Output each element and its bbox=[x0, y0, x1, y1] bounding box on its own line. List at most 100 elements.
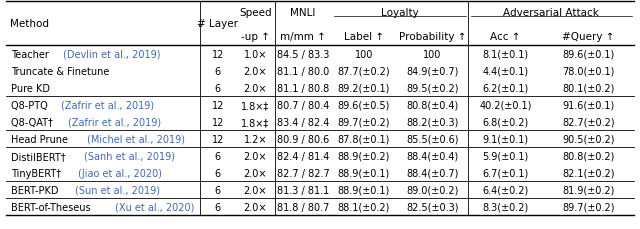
Text: 88.9(±0.1): 88.9(±0.1) bbox=[338, 168, 390, 178]
Text: 83.4 / 82.4: 83.4 / 82.4 bbox=[277, 117, 329, 127]
Text: 8.3(±0.2): 8.3(±0.2) bbox=[483, 202, 529, 212]
Text: 2.0×: 2.0× bbox=[244, 202, 267, 212]
Text: 81.1 / 80.0: 81.1 / 80.0 bbox=[277, 66, 329, 76]
Text: 2.0×: 2.0× bbox=[244, 83, 267, 93]
Text: 82.4 / 81.4: 82.4 / 81.4 bbox=[277, 151, 329, 161]
Text: TinyBERT†: TinyBERT† bbox=[11, 168, 64, 178]
Text: 91.6(±0.1): 91.6(±0.1) bbox=[563, 100, 614, 110]
Text: 6.8(±0.2): 6.8(±0.2) bbox=[483, 117, 529, 127]
Text: 1.8×‡: 1.8×‡ bbox=[241, 117, 269, 127]
Text: 12: 12 bbox=[212, 134, 224, 144]
Text: Label ↑: Label ↑ bbox=[344, 31, 384, 41]
Text: 84.5 / 83.3: 84.5 / 83.3 bbox=[277, 49, 329, 60]
Text: (Jiao et al., 2020): (Jiao et al., 2020) bbox=[78, 168, 162, 178]
Text: Adversarial Attack: Adversarial Attack bbox=[503, 8, 599, 18]
Text: 88.2(±0.3): 88.2(±0.3) bbox=[406, 117, 458, 127]
Text: (Xu et al., 2020): (Xu et al., 2020) bbox=[115, 202, 195, 212]
Text: (Zafrir et al., 2019): (Zafrir et al., 2019) bbox=[61, 100, 154, 110]
Text: 89.7(±0.2): 89.7(±0.2) bbox=[562, 202, 614, 212]
Text: 89.5(±0.2): 89.5(±0.2) bbox=[406, 83, 458, 93]
Text: 2.0×: 2.0× bbox=[244, 66, 267, 76]
Text: 4.4(±0.1): 4.4(±0.1) bbox=[483, 66, 529, 76]
Text: 1.2×: 1.2× bbox=[244, 134, 267, 144]
Text: 12: 12 bbox=[212, 100, 224, 110]
Text: 5.9(±0.1): 5.9(±0.1) bbox=[483, 151, 529, 161]
Text: Head Prune: Head Prune bbox=[11, 134, 71, 144]
Text: (Zafrir et al., 2019): (Zafrir et al., 2019) bbox=[68, 117, 161, 127]
Text: 80.7 / 80.4: 80.7 / 80.4 bbox=[277, 100, 329, 110]
Text: MNLI: MNLI bbox=[291, 8, 316, 18]
Text: #Query ↑: #Query ↑ bbox=[562, 31, 614, 41]
Text: 6.4(±0.2): 6.4(±0.2) bbox=[483, 185, 529, 195]
Text: 1.0×: 1.0× bbox=[244, 49, 267, 60]
Text: Speed: Speed bbox=[239, 8, 272, 18]
Text: 2.0×: 2.0× bbox=[244, 151, 267, 161]
Text: 88.4(±0.7): 88.4(±0.7) bbox=[406, 168, 458, 178]
Text: Q8-PTQ: Q8-PTQ bbox=[11, 100, 51, 110]
Text: 88.4(±0.4): 88.4(±0.4) bbox=[406, 151, 458, 161]
Text: (Michel et al., 2019): (Michel et al., 2019) bbox=[87, 134, 185, 144]
Text: 89.7(±0.2): 89.7(±0.2) bbox=[338, 117, 390, 127]
Text: 100: 100 bbox=[423, 49, 442, 60]
Text: 82.5(±0.3): 82.5(±0.3) bbox=[406, 202, 458, 212]
Text: 1.8×‡: 1.8×‡ bbox=[241, 100, 269, 110]
Text: 81.3 / 81.1: 81.3 / 81.1 bbox=[277, 185, 329, 195]
Text: 82.1(±0.2): 82.1(±0.2) bbox=[562, 168, 614, 178]
Text: Acc ↑: Acc ↑ bbox=[490, 31, 521, 41]
Text: BERT-of-Theseus: BERT-of-Theseus bbox=[11, 202, 93, 212]
Text: 89.2(±0.1): 89.2(±0.1) bbox=[338, 83, 390, 93]
Text: 8.1(±0.1): 8.1(±0.1) bbox=[483, 49, 529, 60]
Text: Pure KD: Pure KD bbox=[11, 83, 50, 93]
Text: Probability ↑: Probability ↑ bbox=[399, 31, 466, 41]
Text: Loyalty: Loyalty bbox=[381, 8, 419, 18]
Text: 82.7 / 82.7: 82.7 / 82.7 bbox=[276, 168, 330, 178]
Text: 12: 12 bbox=[212, 49, 224, 60]
Text: 80.8(±0.2): 80.8(±0.2) bbox=[563, 151, 614, 161]
Text: 82.7(±0.2): 82.7(±0.2) bbox=[562, 117, 615, 127]
Text: 6: 6 bbox=[214, 83, 221, 93]
Text: 87.8(±0.1): 87.8(±0.1) bbox=[338, 134, 390, 144]
Text: 100: 100 bbox=[355, 49, 373, 60]
Text: 88.9(±0.2): 88.9(±0.2) bbox=[338, 151, 390, 161]
Text: -up ↑: -up ↑ bbox=[241, 31, 270, 41]
Text: Teacher: Teacher bbox=[11, 49, 52, 60]
Text: 40.2(±0.1): 40.2(±0.1) bbox=[479, 100, 532, 110]
Text: (Sun et al., 2019): (Sun et al., 2019) bbox=[75, 185, 160, 195]
Text: 84.9(±0.7): 84.9(±0.7) bbox=[406, 66, 458, 76]
Text: 89.6(±0.5): 89.6(±0.5) bbox=[338, 100, 390, 110]
Text: 6: 6 bbox=[214, 185, 221, 195]
Text: 12: 12 bbox=[212, 117, 224, 127]
Text: 81.1 / 80.8: 81.1 / 80.8 bbox=[277, 83, 329, 93]
Text: 9.1(±0.1): 9.1(±0.1) bbox=[483, 134, 529, 144]
Text: 80.9 / 80.6: 80.9 / 80.6 bbox=[277, 134, 329, 144]
Text: 88.1(±0.2): 88.1(±0.2) bbox=[338, 202, 390, 212]
Text: Q8-QAT†: Q8-QAT† bbox=[11, 117, 56, 127]
Text: 89.0(±0.2): 89.0(±0.2) bbox=[406, 185, 458, 195]
Text: 6.2(±0.1): 6.2(±0.1) bbox=[483, 83, 529, 93]
Text: Truncate & Finetune: Truncate & Finetune bbox=[11, 66, 109, 76]
Text: 80.8(±0.4): 80.8(±0.4) bbox=[406, 100, 458, 110]
Text: 89.6(±0.1): 89.6(±0.1) bbox=[563, 49, 614, 60]
Text: 85.5(±0.6): 85.5(±0.6) bbox=[406, 134, 458, 144]
Text: 88.9(±0.1): 88.9(±0.1) bbox=[338, 185, 390, 195]
Text: 6: 6 bbox=[214, 168, 221, 178]
Text: (Sanh et al., 2019): (Sanh et al., 2019) bbox=[84, 151, 175, 161]
Text: 87.7(±0.2): 87.7(±0.2) bbox=[337, 66, 390, 76]
Text: 2.0×: 2.0× bbox=[244, 168, 267, 178]
Text: 6: 6 bbox=[214, 151, 221, 161]
Text: # Layer: # Layer bbox=[197, 19, 238, 29]
Text: 81.8 / 80.7: 81.8 / 80.7 bbox=[277, 202, 329, 212]
Text: 2.0×: 2.0× bbox=[244, 185, 267, 195]
Text: 90.5(±0.2): 90.5(±0.2) bbox=[562, 134, 614, 144]
Text: 6.7(±0.1): 6.7(±0.1) bbox=[483, 168, 529, 178]
Text: 6: 6 bbox=[214, 202, 221, 212]
Text: BERT-PKD: BERT-PKD bbox=[11, 185, 61, 195]
Text: DistilBERT†: DistilBERT† bbox=[11, 151, 68, 161]
Text: 6: 6 bbox=[214, 66, 221, 76]
Text: 80.1(±0.2): 80.1(±0.2) bbox=[563, 83, 614, 93]
Text: (Devlin et al., 2019): (Devlin et al., 2019) bbox=[63, 49, 160, 60]
Text: m/mm ↑: m/mm ↑ bbox=[280, 31, 326, 41]
Text: Method: Method bbox=[10, 19, 49, 29]
Text: 78.0(±0.1): 78.0(±0.1) bbox=[563, 66, 614, 76]
Text: 81.9(±0.2): 81.9(±0.2) bbox=[563, 185, 614, 195]
